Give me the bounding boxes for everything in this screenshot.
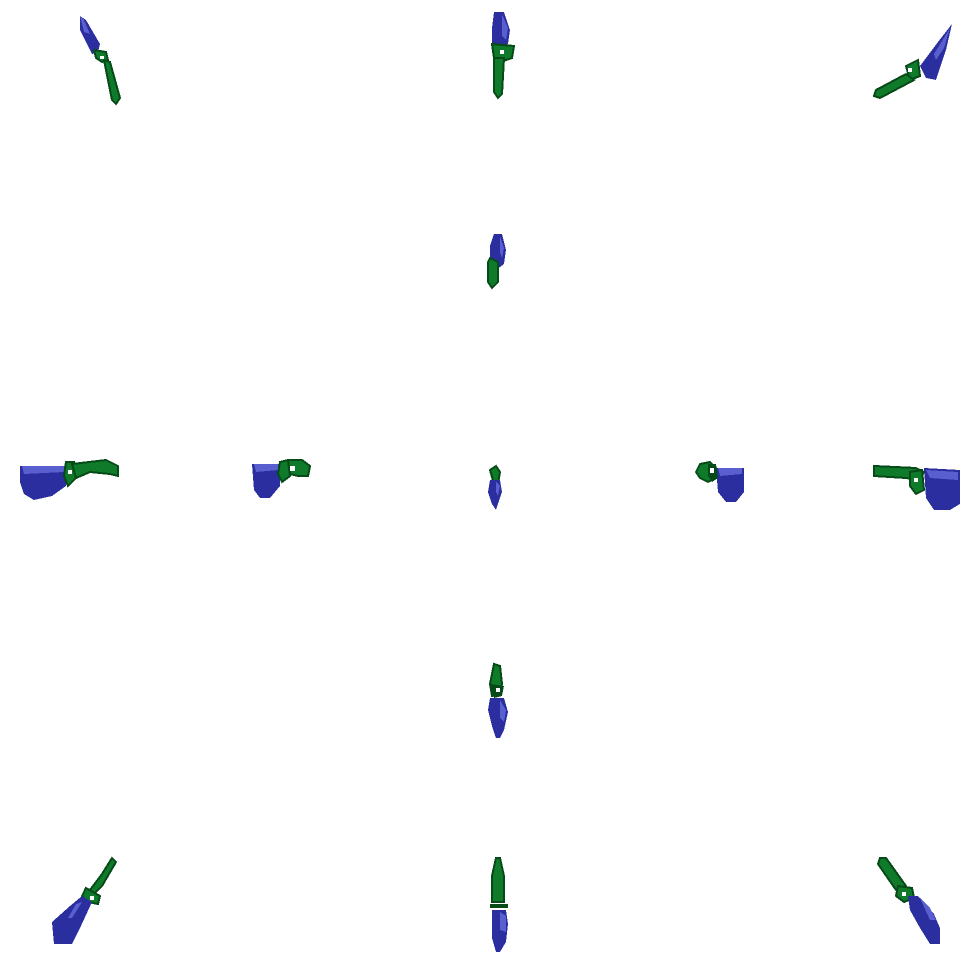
sword-sprite-north-near [487, 234, 506, 290]
sword-sprite-southeast [876, 857, 940, 944]
sword-sprite-center [488, 464, 502, 510]
sword-sprite-northwest [80, 16, 122, 106]
sword-sprite-north [490, 12, 516, 100]
sword-sprite-south [490, 857, 508, 952]
sword-sprite-west-near [252, 458, 312, 498]
sword-sprite-south-near [488, 662, 508, 738]
sword-sprite-east [873, 464, 960, 510]
sword-sprite-west [20, 458, 119, 500]
sword-sprite-northeast [872, 24, 952, 100]
sword-sprite-southwest [52, 856, 118, 944]
sword-sprite-east-near [694, 460, 744, 502]
